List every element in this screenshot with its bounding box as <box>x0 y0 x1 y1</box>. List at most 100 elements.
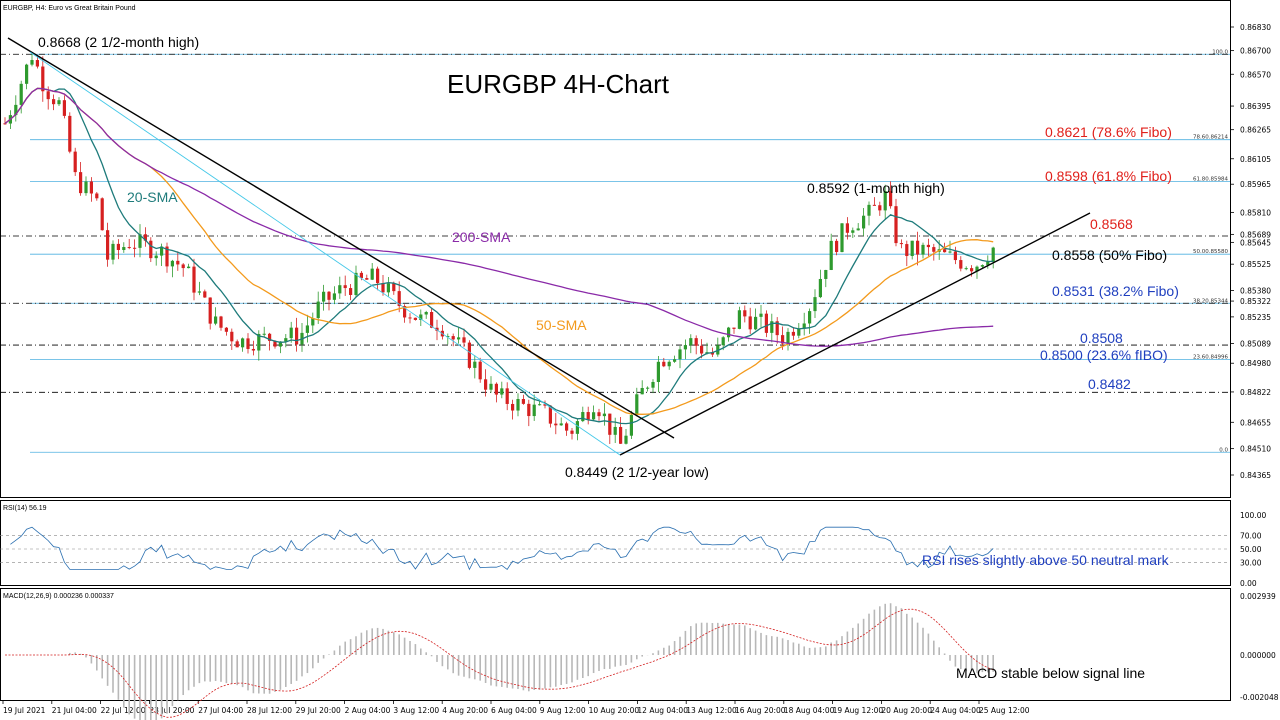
price-axis: 0.86830 0.86700 0.86570 0.86395 0.86265 0.861… <box>1230 23 1271 480</box>
candle-body <box>710 352 714 355</box>
candle-body <box>430 312 434 328</box>
macd-tick-label: 0.000000 <box>1240 651 1276 660</box>
rsi-tick-label: 50.00 <box>1240 545 1262 554</box>
candle-body <box>435 327 439 331</box>
candle-body <box>273 340 277 347</box>
candle-body <box>338 285 342 294</box>
candle-body <box>948 251 952 253</box>
price-tick-label: 0.85235 <box>1240 313 1271 322</box>
macd-histogram <box>69 603 995 720</box>
candle-body <box>527 403 531 417</box>
sma200-label: 200-SMA <box>452 229 511 245</box>
candle-body <box>494 383 498 395</box>
candle-body <box>397 291 401 307</box>
candle-body <box>797 328 801 336</box>
candle-body <box>538 404 542 406</box>
candle-body <box>565 423 569 431</box>
candle-body <box>764 313 768 333</box>
candle-body <box>808 311 812 324</box>
candle-body <box>959 260 963 269</box>
fib382-label: 0.8531 (38.2% Fibo) <box>1052 283 1179 299</box>
candle-body <box>667 361 671 367</box>
price-tick-label: 0.85645 <box>1240 238 1271 247</box>
price-tick-label: 0.85525 <box>1240 260 1271 269</box>
candle-body <box>403 306 407 318</box>
candle-body <box>721 337 725 346</box>
high-annotation: 0.8668 (2 1/2-month high) <box>38 34 199 50</box>
candle-body <box>116 243 120 250</box>
macd-label: MACD(12,26,9) 0.000236 0.000337 <box>3 593 114 600</box>
candle-body <box>516 398 520 411</box>
rsi-axis: 100.00 70.00 50.00 30.00 0.00 <box>1240 511 1266 588</box>
candle-body <box>613 426 617 435</box>
time-tick-label: 4 Aug 20:00 <box>442 706 488 715</box>
candle-body <box>845 223 849 233</box>
moving-averages <box>4 87 994 425</box>
fib618-label: 0.8598 (61.8% Fibo) <box>1045 168 1172 184</box>
price-tick-label: 0.84510 <box>1240 445 1271 454</box>
macd-panel-frame <box>0 588 1231 701</box>
candle-body <box>910 240 914 257</box>
candle-body <box>457 337 461 340</box>
candle-body <box>305 325 309 333</box>
candle-body <box>111 243 115 260</box>
candle-body <box>970 268 974 272</box>
candle-body <box>727 327 731 338</box>
candle-body <box>732 327 736 329</box>
candle-body <box>332 293 336 300</box>
candle-body <box>187 266 191 269</box>
candle-body <box>926 244 930 248</box>
candle-body <box>154 255 158 259</box>
candle-body <box>316 301 320 319</box>
candle-body <box>581 412 585 422</box>
candle-body <box>813 297 817 312</box>
price-tick-label: 0.84655 <box>1240 418 1271 427</box>
candle-body <box>559 423 563 426</box>
fib-diagonal <box>29 51 621 456</box>
candle-body <box>872 204 876 206</box>
candle-body <box>673 359 677 362</box>
candle-body <box>489 383 493 390</box>
price-tick-label: 0.86830 <box>1240 23 1271 32</box>
candle-body <box>224 327 228 332</box>
time-tick-label: 27 Jul 04:00 <box>198 706 243 715</box>
time-tick-label: 16 Aug 20:00 <box>735 706 786 715</box>
sma-20-line <box>4 87 994 425</box>
fib-tag: 23.60.84996 <box>1193 355 1228 361</box>
candle-body <box>862 215 866 229</box>
candle-body <box>343 285 347 289</box>
symbol-header: EURGBP, H4: Euro vs Great Britain Pound <box>3 5 136 12</box>
chart-title: EURGBP 4H-Chart <box>447 69 670 99</box>
candle-body <box>176 260 180 265</box>
candle-body <box>802 323 806 329</box>
candle-body <box>554 423 558 426</box>
price-tick-label: 0.85380 <box>1240 287 1271 296</box>
candle-body <box>413 317 417 320</box>
candle-body <box>73 151 77 173</box>
candle-body <box>133 247 137 249</box>
price-tick-label: 0.85810 <box>1240 208 1271 217</box>
candle-body <box>646 387 650 389</box>
rsi-label: RSI(14) 56.19 <box>3 505 47 512</box>
candle-body <box>100 198 104 231</box>
sma-50-line <box>4 87 994 415</box>
price-tick-label: 0.86105 <box>1240 155 1271 164</box>
candle-body <box>3 123 7 125</box>
fib786-label: 0.8621 (78.6% Fibo) <box>1045 124 1172 140</box>
uptrend-line <box>619 212 1091 456</box>
candle-body <box>683 345 687 350</box>
candle-body <box>602 413 606 417</box>
candle-body <box>786 331 790 344</box>
time-tick-label: 13 Aug 12:00 <box>686 706 737 715</box>
candle-body <box>192 266 196 293</box>
fib-tag: 50.00.85580 <box>1193 249 1228 255</box>
fib-tag: 0.0 <box>1219 447 1228 453</box>
price-tick-label: 0.85689 <box>1240 230 1271 239</box>
candle-body <box>824 269 828 279</box>
downtrend-line <box>7 37 675 439</box>
price-tick-label: 0.86700 <box>1240 47 1271 56</box>
candle-body <box>214 316 218 324</box>
candle-body <box>62 100 66 116</box>
fib50-label: 0.8558 (50% Fibo) <box>1052 247 1167 263</box>
sma20-label: 20-SMA <box>127 189 178 205</box>
